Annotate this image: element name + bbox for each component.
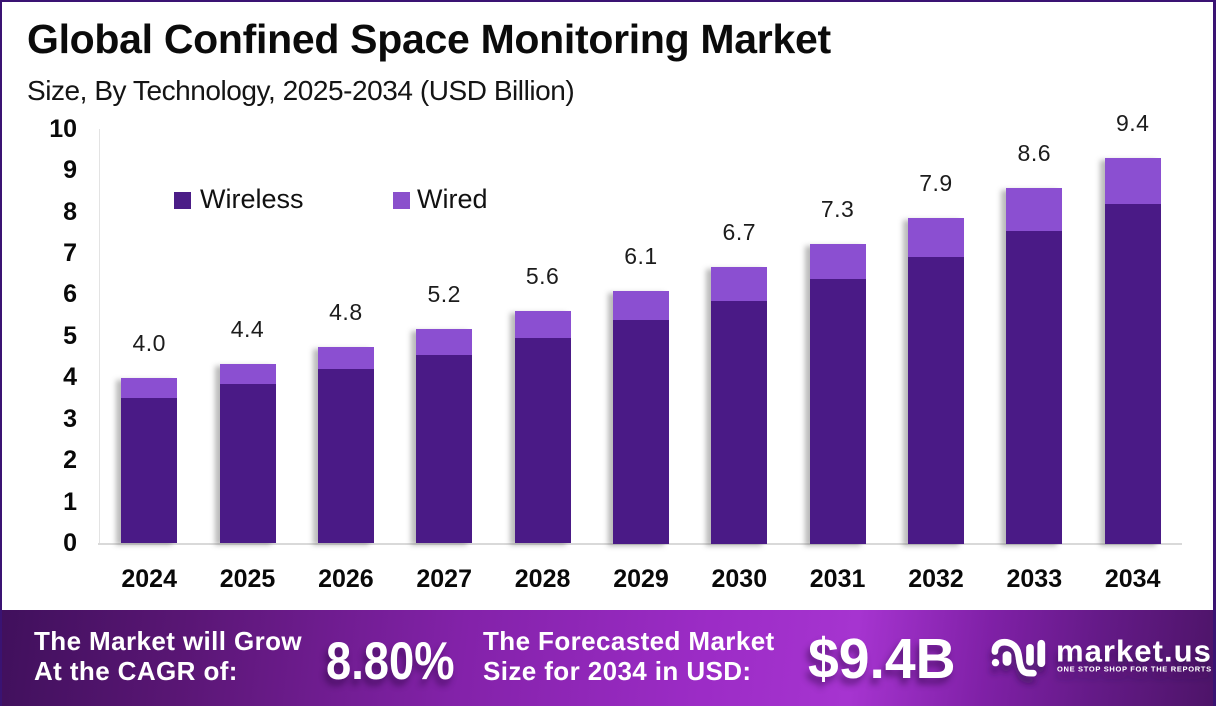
svg-text:ONE STOP SHOP FOR THE REPORTS: ONE STOP SHOP FOR THE REPORTS: [1057, 664, 1212, 673]
svg-text:market.us: market.us: [1056, 633, 1212, 668]
